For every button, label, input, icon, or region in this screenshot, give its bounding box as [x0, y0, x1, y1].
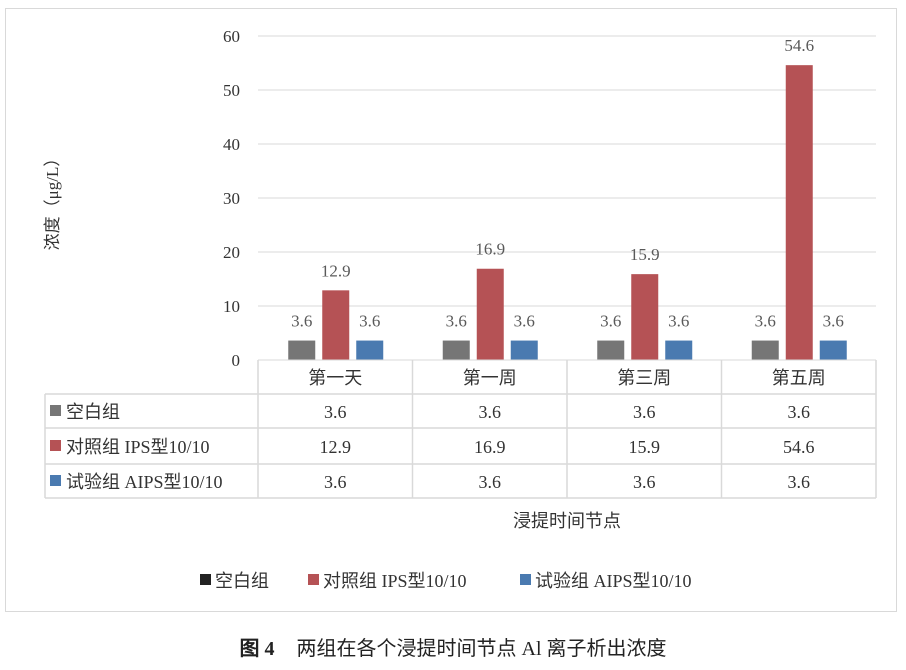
table-cell: 54.6	[783, 437, 815, 457]
data-label: 3.6	[446, 312, 467, 331]
chart-frame	[5, 8, 897, 612]
figure-caption: 图 4 两组在各个浸提时间节点 Al 离子析出浓度	[0, 632, 906, 661]
bar	[819, 340, 847, 360]
y-tick-label: 40	[223, 135, 240, 154]
row-header: 试验组 AIPS型10/10	[66, 472, 223, 492]
table-cell: 3.6	[479, 402, 502, 422]
row-header: 空白组	[66, 402, 120, 422]
legend-key	[50, 440, 61, 451]
legend-label: 对照组 IPS型10/10	[323, 571, 467, 591]
legend-key	[50, 475, 61, 486]
bar	[751, 340, 779, 360]
bar	[510, 340, 538, 360]
bar	[442, 340, 470, 360]
y-tick-label: 30	[223, 189, 240, 208]
table-cell: 3.6	[324, 472, 347, 492]
table-cell: 3.6	[324, 402, 347, 422]
table-cell: 3.6	[788, 472, 811, 492]
data-label: 3.6	[359, 312, 380, 331]
legend-marker	[200, 574, 211, 585]
y-tick-label: 20	[223, 243, 240, 262]
bar	[288, 340, 316, 360]
legend-label: 空白组	[215, 571, 269, 591]
data-label: 3.6	[755, 312, 776, 331]
bar	[631, 274, 659, 360]
data-label: 3.6	[600, 312, 621, 331]
data-label: 15.9	[630, 245, 660, 264]
data-label: 3.6	[668, 312, 689, 331]
data-label: 16.9	[475, 240, 505, 259]
row-header: 对照组 IPS型10/10	[66, 437, 210, 457]
category-label: 第三周	[617, 368, 671, 388]
x-axis-label: 浸提时间节点	[513, 511, 621, 531]
y-tick-label: 50	[223, 81, 240, 100]
table-cell: 3.6	[788, 402, 811, 422]
caption-text: 两组在各个浸提时间节点 Al 离子析出浓度	[296, 638, 667, 660]
legend-key	[50, 405, 61, 416]
y-axis-label: 浓度（μg/L）	[43, 150, 62, 251]
table-cell: 3.6	[633, 402, 656, 422]
y-tick-label: 60	[223, 27, 240, 46]
category-label: 第一周	[463, 368, 517, 388]
table-cell: 16.9	[474, 437, 506, 457]
bar	[322, 290, 350, 360]
bar	[785, 65, 813, 360]
data-label: 3.6	[514, 312, 535, 331]
caption-label: 图 4	[239, 638, 275, 660]
table-cell: 3.6	[479, 472, 502, 492]
legend-marker	[520, 574, 531, 585]
legend-marker	[308, 574, 319, 585]
data-label: 12.9	[321, 261, 351, 280]
table-cell: 12.9	[320, 437, 352, 457]
category-label: 第一天	[308, 368, 362, 388]
bar	[597, 340, 625, 360]
table-cell: 15.9	[629, 437, 661, 457]
data-label: 3.6	[291, 312, 312, 331]
data-label: 54.6	[784, 36, 814, 55]
table-cell: 3.6	[633, 472, 656, 492]
y-tick-label: 10	[223, 297, 240, 316]
bar	[476, 268, 504, 360]
y-tick-label: 0	[232, 351, 241, 370]
bar	[356, 340, 384, 360]
bar-chart: 0 10 20 30 40 50 60 浓度（μg/L） 3.6 12.9 3.6 3.6 16.9 3.…	[43, 27, 877, 591]
legend-label: 试验组 AIPS型10/10	[535, 571, 692, 591]
bar	[665, 340, 693, 360]
data-label: 3.6	[823, 312, 844, 331]
category-label: 第五周	[772, 368, 826, 388]
